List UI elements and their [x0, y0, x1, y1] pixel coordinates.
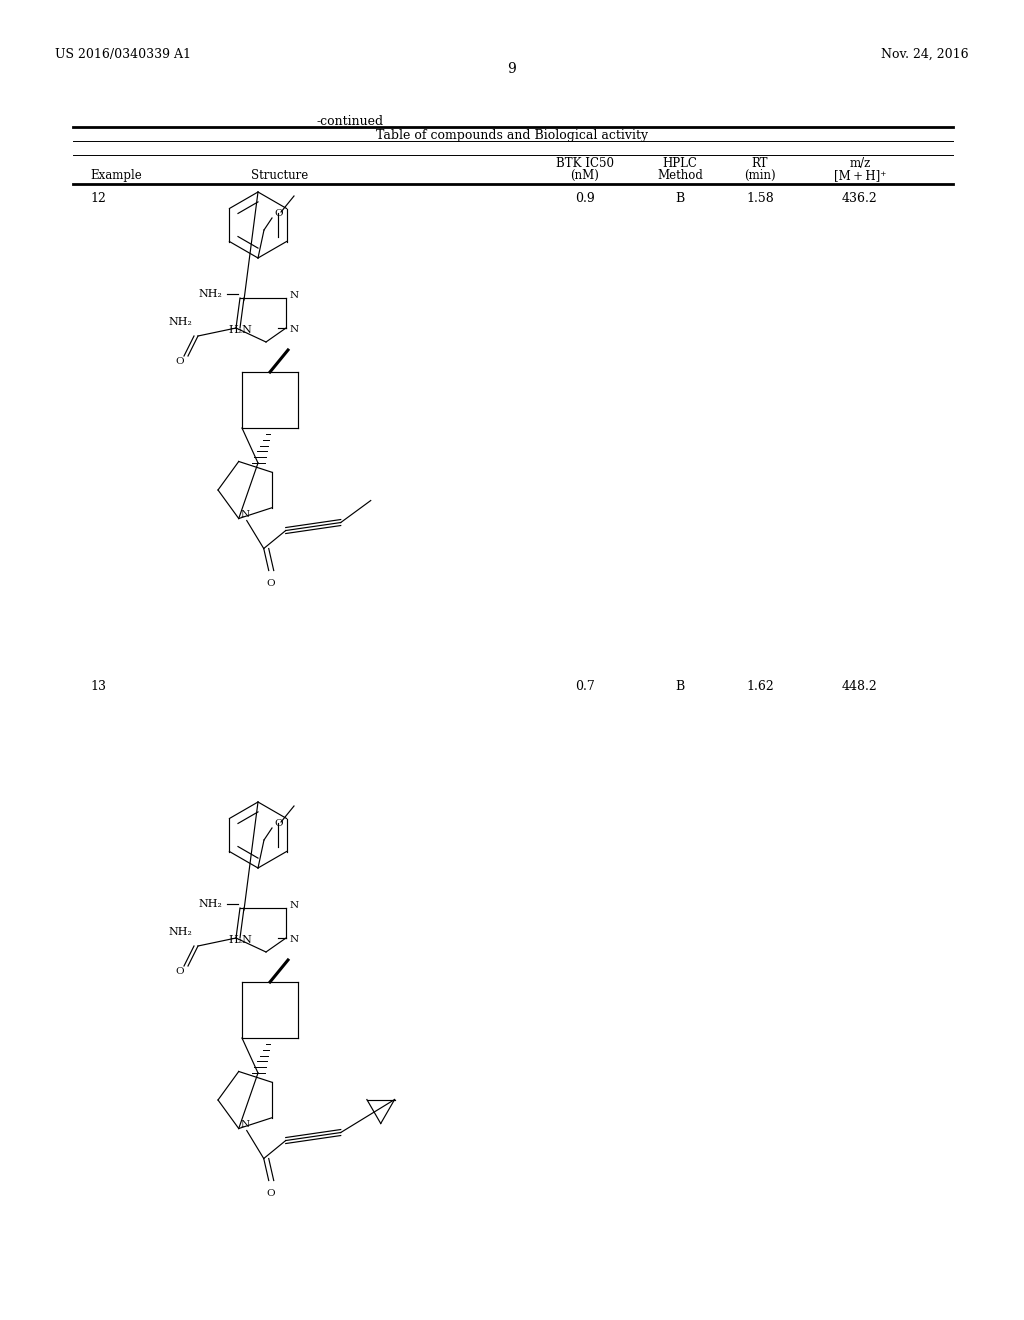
Text: N: N: [290, 902, 299, 911]
Text: NH₂: NH₂: [168, 927, 193, 937]
Text: 448.2: 448.2: [842, 680, 878, 693]
Text: NH₂: NH₂: [168, 317, 193, 327]
Text: 0.9: 0.9: [575, 191, 595, 205]
Text: BTK IC50: BTK IC50: [556, 157, 614, 170]
Text: H₂N: H₂N: [228, 935, 252, 945]
Text: B: B: [676, 191, 685, 205]
Text: H₂N: H₂N: [228, 325, 252, 335]
Text: O: O: [175, 358, 184, 367]
Text: Structure: Structure: [251, 169, 308, 182]
Text: O: O: [266, 1188, 275, 1197]
Text: N: N: [290, 326, 299, 334]
Text: 12: 12: [90, 191, 105, 205]
Text: 13: 13: [90, 680, 106, 693]
Text: O: O: [266, 578, 275, 587]
Text: N: N: [290, 936, 299, 945]
Text: [M + H]⁺: [M + H]⁺: [834, 169, 886, 182]
Text: RT: RT: [752, 157, 768, 170]
Text: m/z: m/z: [849, 157, 870, 170]
Text: US 2016/0340339 A1: US 2016/0340339 A1: [55, 48, 191, 61]
Text: B: B: [676, 680, 685, 693]
Text: NH₂: NH₂: [198, 899, 222, 909]
Text: Example: Example: [90, 169, 141, 182]
Text: (min): (min): [744, 169, 776, 182]
Text: N: N: [241, 510, 250, 519]
Text: HPLC: HPLC: [663, 157, 697, 170]
Text: N: N: [290, 292, 299, 301]
Text: Table of compounds and Biological activity: Table of compounds and Biological activi…: [376, 129, 648, 143]
Text: 1.62: 1.62: [746, 680, 774, 693]
Text: N: N: [241, 1121, 250, 1129]
Text: 9: 9: [508, 62, 516, 77]
Text: 1.58: 1.58: [746, 191, 774, 205]
Text: -continued: -continued: [316, 115, 384, 128]
Text: NH₂: NH₂: [198, 289, 222, 300]
Text: Method: Method: [657, 169, 702, 182]
Text: (nM): (nM): [570, 169, 599, 182]
Text: O: O: [274, 820, 283, 829]
Text: 436.2: 436.2: [842, 191, 878, 205]
Text: 0.7: 0.7: [575, 680, 595, 693]
Text: O: O: [274, 210, 283, 219]
Text: Nov. 24, 2016: Nov. 24, 2016: [882, 48, 969, 61]
Text: O: O: [175, 968, 184, 977]
